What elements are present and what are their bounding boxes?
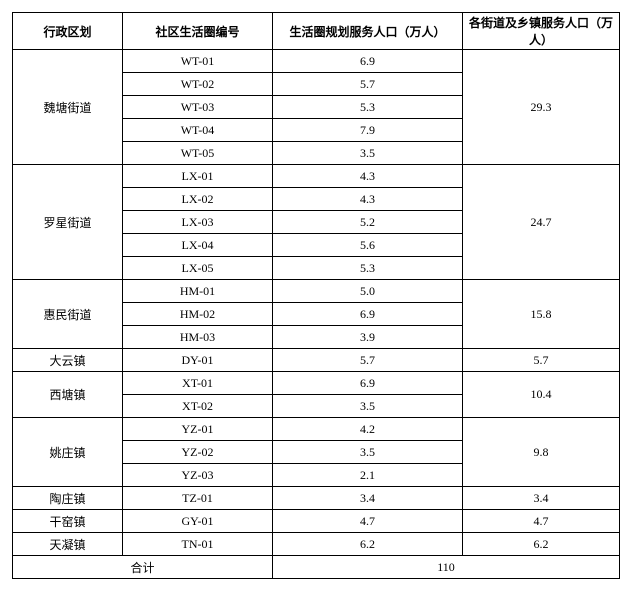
pop-cell: 5.2 bbox=[273, 211, 463, 234]
subtotal-cell: 29.3 bbox=[463, 50, 620, 165]
table-row: 姚庄镇YZ-014.29.8 bbox=[13, 418, 620, 441]
pop-cell: 5.7 bbox=[273, 73, 463, 96]
code-cell: GY-01 bbox=[123, 510, 273, 533]
subtotal-cell: 4.7 bbox=[463, 510, 620, 533]
district-cell: 干窑镇 bbox=[13, 510, 123, 533]
code-cell: LX-04 bbox=[123, 234, 273, 257]
subtotal-cell: 9.8 bbox=[463, 418, 620, 487]
subtotal-cell: 3.4 bbox=[463, 487, 620, 510]
pop-cell: 6.9 bbox=[273, 50, 463, 73]
pop-cell: 3.9 bbox=[273, 326, 463, 349]
subtotal-cell: 10.4 bbox=[463, 372, 620, 418]
district-cell: 西塘镇 bbox=[13, 372, 123, 418]
code-cell: XT-01 bbox=[123, 372, 273, 395]
pop-cell: 3.5 bbox=[273, 395, 463, 418]
table-row: 天凝镇TN-016.26.2 bbox=[13, 533, 620, 556]
pop-cell: 5.0 bbox=[273, 280, 463, 303]
pop-cell: 4.3 bbox=[273, 165, 463, 188]
pop-cell: 5.6 bbox=[273, 234, 463, 257]
total-value-cell: 110 bbox=[273, 556, 620, 579]
pop-cell: 6.9 bbox=[273, 303, 463, 326]
total-label-cell: 合计 bbox=[13, 556, 273, 579]
pop-cell: 6.9 bbox=[273, 372, 463, 395]
code-cell: WT-05 bbox=[123, 142, 273, 165]
code-cell: YZ-03 bbox=[123, 464, 273, 487]
table-row: 大云镇DY-015.75.7 bbox=[13, 349, 620, 372]
table-row: 惠民街道HM-015.015.8 bbox=[13, 280, 620, 303]
pop-cell: 4.7 bbox=[273, 510, 463, 533]
code-cell: WT-03 bbox=[123, 96, 273, 119]
code-cell: TN-01 bbox=[123, 533, 273, 556]
code-cell: HM-02 bbox=[123, 303, 273, 326]
code-cell: DY-01 bbox=[123, 349, 273, 372]
district-cell: 罗星街道 bbox=[13, 165, 123, 280]
subtotal-cell: 15.8 bbox=[463, 280, 620, 349]
code-cell: YZ-02 bbox=[123, 441, 273, 464]
table-row: 干窑镇GY-014.74.7 bbox=[13, 510, 620, 533]
total-row: 合计110 bbox=[13, 556, 620, 579]
service-population-table: 行政区划 社区生活圈编号 生活圈规划服务人口（万人） 各街道及乡镇服务人口（万人… bbox=[12, 12, 620, 579]
district-cell: 陶庄镇 bbox=[13, 487, 123, 510]
subtotal-cell: 5.7 bbox=[463, 349, 620, 372]
pop-cell: 3.5 bbox=[273, 441, 463, 464]
code-cell: HM-01 bbox=[123, 280, 273, 303]
table-row: 魏塘街道WT-016.929.3 bbox=[13, 50, 620, 73]
pop-cell: 6.2 bbox=[273, 533, 463, 556]
subtotal-cell: 24.7 bbox=[463, 165, 620, 280]
code-cell: LX-01 bbox=[123, 165, 273, 188]
code-cell: LX-02 bbox=[123, 188, 273, 211]
pop-cell: 5.3 bbox=[273, 257, 463, 280]
code-cell: HM-03 bbox=[123, 326, 273, 349]
pop-cell: 3.4 bbox=[273, 487, 463, 510]
pop-cell: 2.1 bbox=[273, 464, 463, 487]
code-cell: WT-04 bbox=[123, 119, 273, 142]
district-cell: 魏塘街道 bbox=[13, 50, 123, 165]
subtotal-cell: 6.2 bbox=[463, 533, 620, 556]
code-cell: TZ-01 bbox=[123, 487, 273, 510]
col-header-district: 行政区划 bbox=[13, 13, 123, 50]
code-cell: LX-03 bbox=[123, 211, 273, 234]
district-cell: 惠民街道 bbox=[13, 280, 123, 349]
table-row: 陶庄镇TZ-013.43.4 bbox=[13, 487, 620, 510]
col-header-subtotal: 各街道及乡镇服务人口（万人） bbox=[463, 13, 620, 50]
code-cell: WT-02 bbox=[123, 73, 273, 96]
code-cell: WT-01 bbox=[123, 50, 273, 73]
district-cell: 姚庄镇 bbox=[13, 418, 123, 487]
pop-cell: 4.2 bbox=[273, 418, 463, 441]
district-cell: 大云镇 bbox=[13, 349, 123, 372]
table-row: 罗星街道LX-014.324.7 bbox=[13, 165, 620, 188]
pop-cell: 4.3 bbox=[273, 188, 463, 211]
pop-cell: 7.9 bbox=[273, 119, 463, 142]
pop-cell: 3.5 bbox=[273, 142, 463, 165]
table-header-row: 行政区划 社区生活圈编号 生活圈规划服务人口（万人） 各街道及乡镇服务人口（万人… bbox=[13, 13, 620, 50]
district-cell: 天凝镇 bbox=[13, 533, 123, 556]
col-header-pop: 生活圈规划服务人口（万人） bbox=[273, 13, 463, 50]
col-header-code: 社区生活圈编号 bbox=[123, 13, 273, 50]
pop-cell: 5.7 bbox=[273, 349, 463, 372]
code-cell: LX-05 bbox=[123, 257, 273, 280]
pop-cell: 5.3 bbox=[273, 96, 463, 119]
table-row: 西塘镇XT-016.910.4 bbox=[13, 372, 620, 395]
code-cell: XT-02 bbox=[123, 395, 273, 418]
code-cell: YZ-01 bbox=[123, 418, 273, 441]
